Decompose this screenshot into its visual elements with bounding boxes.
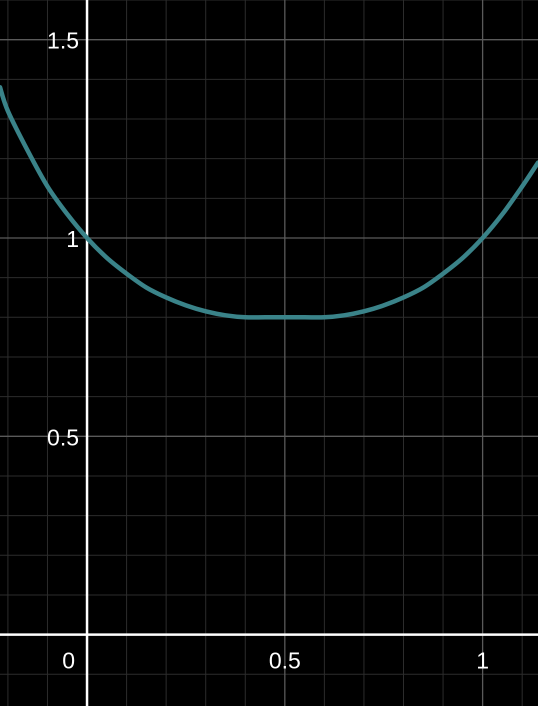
y-tick-label: 1 [66,226,79,252]
x-tick-label: 0.5 [269,648,301,674]
x-tick-label: 1 [476,648,489,674]
y-tick-label: 0.5 [47,424,79,450]
curve-layer [0,85,538,320]
function-curve [0,85,538,320]
x-tick-label: 0 [62,648,75,674]
y-tick-label: 1.5 [47,28,79,54]
tick-labels: 0 0.5 1 0.5 1 1.5 [47,28,489,674]
